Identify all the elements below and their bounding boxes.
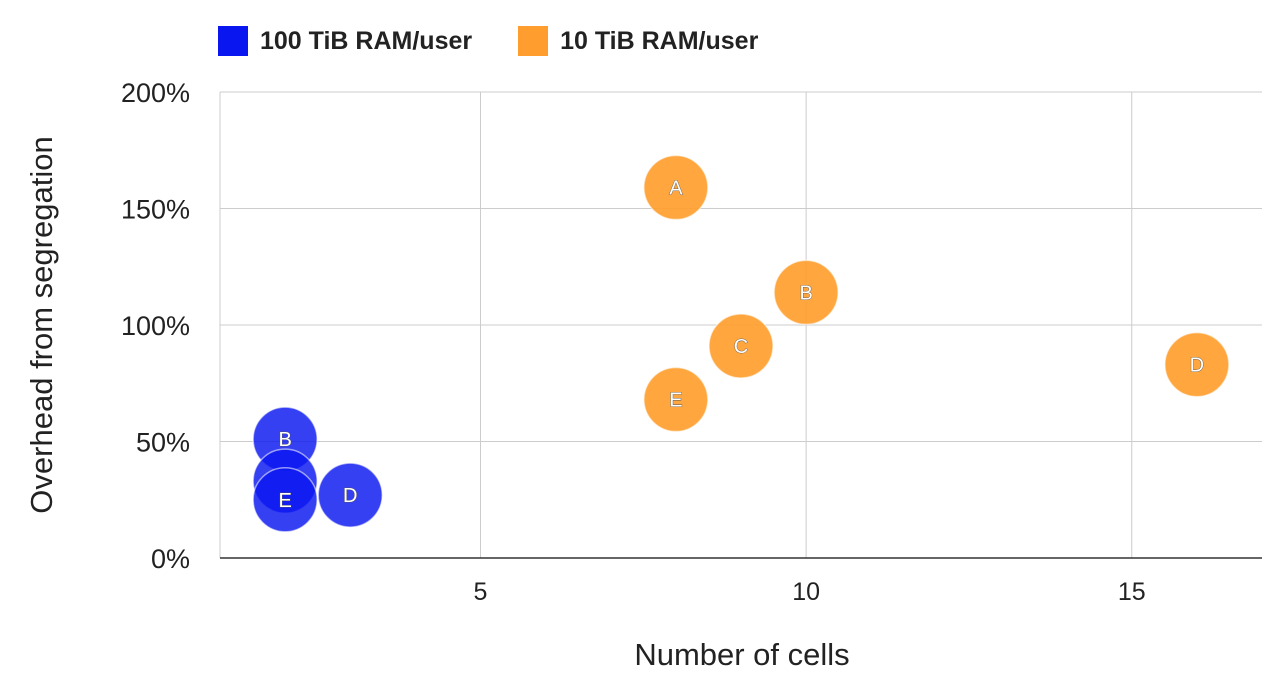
legend-swatch-series-2 xyxy=(518,26,549,56)
y-tick-label: 100% xyxy=(121,311,190,341)
y-axis-label: Overhead from segregation xyxy=(24,136,59,513)
x-axis-label: Number of cells xyxy=(634,637,849,672)
bubble-series-2-point-3 xyxy=(708,313,774,379)
bubble-label: B xyxy=(278,429,291,451)
bubble-label: C xyxy=(734,336,748,358)
bubble-label: B xyxy=(799,282,812,304)
y-tick-label: 200% xyxy=(121,78,190,108)
tick-labels: 0% 50% 100% 150% 200% 5 10 15 xyxy=(121,78,1146,606)
y-tick-label: 150% xyxy=(121,195,190,225)
chart-legend: 100 TiB RAM/user 10 TiB RAM/user xyxy=(218,26,804,56)
bubble-series-1-point-3 xyxy=(252,467,318,533)
bubble-label: E xyxy=(669,390,682,412)
bubbles: B E D A B C E D xyxy=(252,154,1230,533)
bubble-series-2-point-1 xyxy=(643,154,709,221)
legend-item-series-1[interactable]: 100 TiB RAM/user xyxy=(218,26,472,56)
bubble-label: A xyxy=(669,178,683,200)
y-tick-label: 0% xyxy=(151,544,190,574)
bubble-series-1-point-4 xyxy=(317,462,383,528)
bubble-series-2-point-4 xyxy=(643,366,709,433)
x-tick-label: 15 xyxy=(1118,578,1146,606)
legend-swatch-series-1 xyxy=(218,26,248,56)
bubble-label: D xyxy=(1190,355,1204,377)
x-tick-label: 5 xyxy=(474,578,488,606)
bubble-series-2-point-2 xyxy=(773,259,839,326)
bubble-label: E xyxy=(278,490,291,512)
legend-item-series-2[interactable]: 10 TiB RAM/user xyxy=(518,26,758,56)
x-tick-label: 10 xyxy=(792,578,820,606)
legend-label-series-1: 100 TiB RAM/user xyxy=(260,26,473,55)
legend-label-series-2: 10 TiB RAM/user xyxy=(560,26,759,55)
y-tick-label: 50% xyxy=(136,428,190,458)
bubble-series-2-point-5 xyxy=(1164,331,1230,398)
bubble-label: D xyxy=(343,485,357,507)
